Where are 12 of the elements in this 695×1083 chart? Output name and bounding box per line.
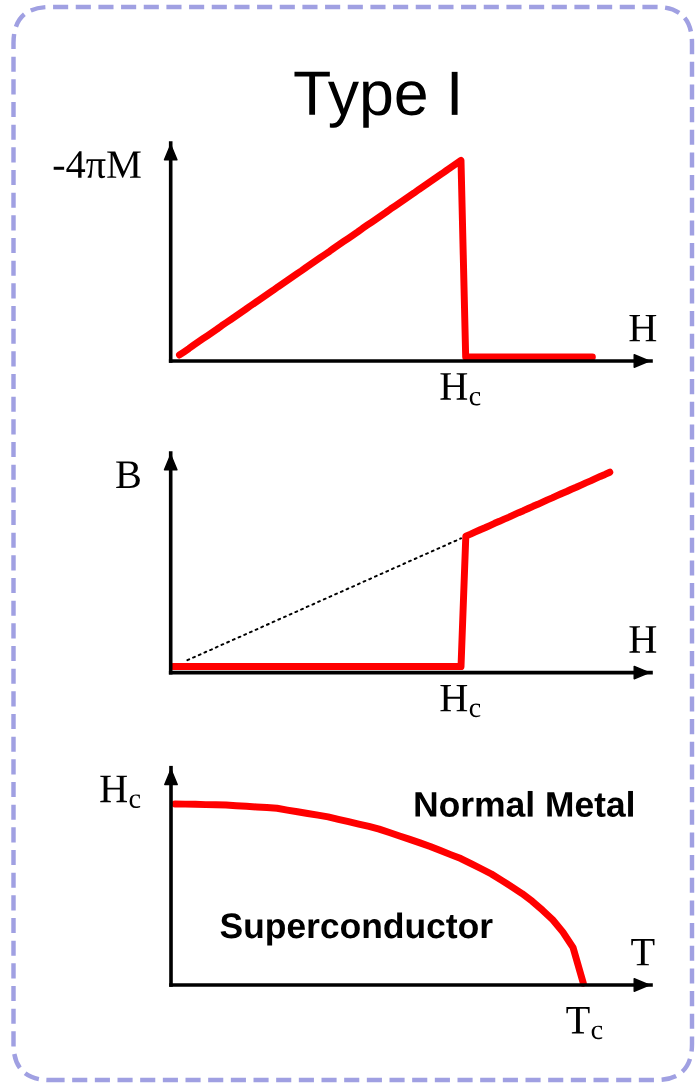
x-axis-title: H: [629, 314, 657, 342]
chart-title: Type I: [294, 71, 458, 128]
annotation: Normal Metal: [415, 790, 633, 817]
x-axis-title: H: [629, 626, 657, 653]
x-axis-title: T: [631, 938, 655, 966]
text: T$_{c}$: [566, 1007, 603, 1040]
annotation: Superconductor: [220, 912, 493, 946]
y-axis-title: B: [116, 461, 140, 489]
text: H$_{c}$: [440, 373, 481, 406]
text: H$_{c}$: [440, 684, 481, 718]
y-axis-title: H$_{c}$: [100, 775, 141, 808]
y-axis-title: -4πM: [53, 151, 141, 179]
